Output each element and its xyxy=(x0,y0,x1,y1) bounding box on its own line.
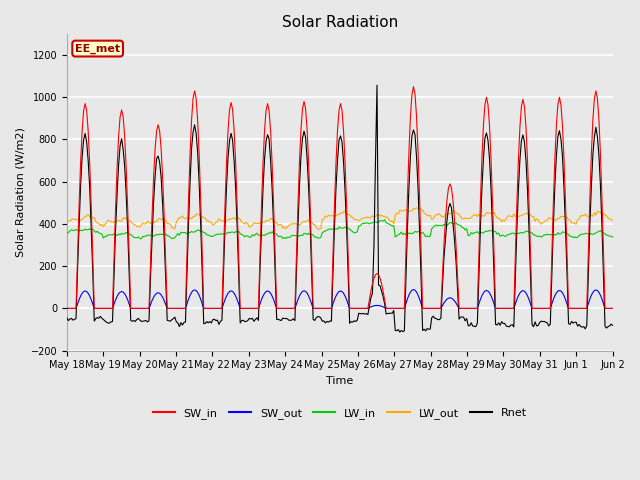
SW_out xyxy=(130,305,138,311)
Rnet xyxy=(609,323,616,328)
LW_out xyxy=(63,221,71,227)
SW_out xyxy=(253,305,260,311)
SW_in xyxy=(301,106,309,111)
Rnet xyxy=(301,134,309,140)
SW_in xyxy=(410,84,417,90)
Rnet xyxy=(244,318,252,324)
LW_in xyxy=(138,236,145,241)
SW_in xyxy=(609,305,616,311)
LW_in xyxy=(130,235,138,240)
Rnet xyxy=(63,315,71,321)
SW_in xyxy=(226,107,234,112)
LW_out xyxy=(581,211,589,217)
LW_out xyxy=(413,205,420,211)
Line: SW_in: SW_in xyxy=(67,87,612,308)
LW_in xyxy=(581,230,589,236)
SW_out xyxy=(609,305,616,311)
Y-axis label: Solar Radiation (W/m2): Solar Radiation (W/m2) xyxy=(15,127,25,257)
SW_in xyxy=(580,305,588,311)
Text: EE_met: EE_met xyxy=(75,44,120,54)
SW_out xyxy=(301,288,309,294)
LW_in xyxy=(303,232,311,238)
SW_in xyxy=(244,305,252,311)
LW_out xyxy=(301,219,309,225)
SW_out xyxy=(244,305,252,311)
SW_in xyxy=(130,305,138,311)
Line: SW_out: SW_out xyxy=(67,289,612,308)
Rnet xyxy=(396,329,404,335)
LW_in xyxy=(246,234,253,240)
SW_out xyxy=(63,305,71,311)
LW_out xyxy=(316,227,323,232)
Rnet xyxy=(226,138,234,144)
LW_out xyxy=(226,216,234,222)
LW_in xyxy=(609,234,616,240)
X-axis label: Time: Time xyxy=(326,376,353,386)
LW_in xyxy=(227,229,235,235)
LW_in xyxy=(381,217,388,223)
Rnet xyxy=(253,315,260,321)
LW_out xyxy=(609,217,616,223)
Line: LW_out: LW_out xyxy=(67,208,612,229)
SW_out xyxy=(580,305,588,311)
Title: Solar Radiation: Solar Radiation xyxy=(282,15,398,30)
Line: Rnet: Rnet xyxy=(67,85,612,332)
SW_in xyxy=(253,305,260,311)
Legend: SW_in, SW_out, LW_in, LW_out, Rnet: SW_in, SW_out, LW_in, LW_out, Rnet xyxy=(148,404,531,423)
Rnet xyxy=(581,326,589,332)
Rnet xyxy=(130,318,138,324)
LW_out xyxy=(244,221,252,227)
LW_out xyxy=(130,222,138,228)
Rnet xyxy=(373,82,381,88)
SW_out xyxy=(226,288,234,294)
LW_in xyxy=(63,230,71,236)
SW_out xyxy=(410,287,417,292)
LW_out xyxy=(253,221,260,227)
LW_in xyxy=(255,232,262,238)
Line: LW_in: LW_in xyxy=(67,220,612,239)
SW_in xyxy=(63,305,71,311)
